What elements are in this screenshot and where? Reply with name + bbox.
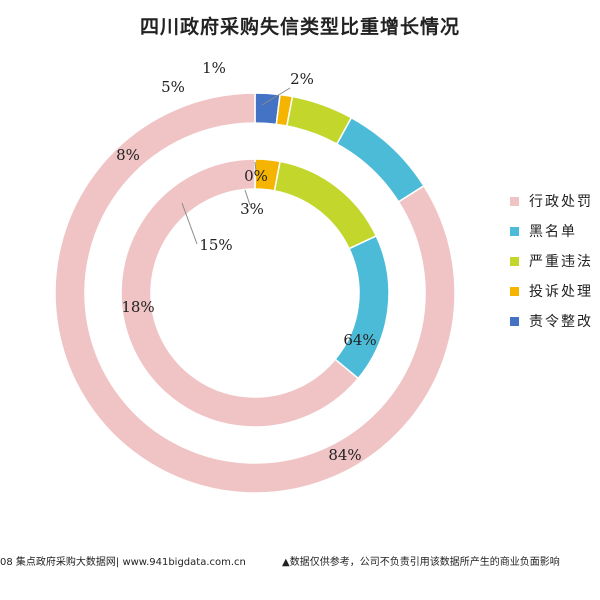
legend-item: 投诉处理 — [510, 282, 600, 300]
legend-swatch — [510, 196, 519, 206]
legend: 行政处罚 黑名单 严重违法 投诉处理 责令整改 — [510, 192, 600, 342]
legend-swatch — [510, 316, 519, 326]
inner-slice-2 — [273, 160, 378, 250]
outer-data-label: 1% — [202, 59, 226, 77]
chart-title: 四川政府采购失信类型比重增长情况 — [139, 16, 460, 38]
inner-slice-0 — [120, 158, 360, 428]
inner-data-label: 64% — [343, 331, 376, 349]
outer-data-label: 8% — [116, 146, 140, 164]
legend-label: 投诉处理 — [529, 284, 593, 300]
inner-data-label: 3% — [240, 200, 264, 218]
legend-label: 行政处罚 — [529, 194, 593, 210]
inner-data-label: 0% — [244, 167, 268, 185]
legend-item: 责令整改 — [510, 312, 600, 330]
legend-label: 黑名单 — [529, 224, 577, 240]
outer-data-label: 2% — [290, 70, 314, 88]
footer-source: 08 集点政府采购大数据网| www.941bigdata.com.cn — [0, 557, 246, 568]
outer-leader-line — [261, 87, 291, 106]
inner-leader-line — [244, 189, 251, 206]
outer-slice-0 — [54, 92, 456, 494]
legend-swatch — [510, 286, 519, 296]
outer-data-label: 5% — [161, 78, 185, 96]
legend-swatch — [510, 256, 519, 266]
legend-label: 严重违法 — [529, 254, 593, 270]
outer-data-label: 84% — [328, 446, 361, 464]
inner-leader-line — [181, 202, 198, 245]
inner-data-label: 18% — [121, 298, 154, 316]
legend-swatch — [510, 226, 519, 236]
legend-item: 行政处罚 — [510, 192, 600, 210]
inner-slice-1 — [334, 234, 390, 380]
outer-slice-1 — [335, 116, 425, 203]
legend-item: 严重违法 — [510, 252, 600, 270]
legend-label: 责令整改 — [529, 314, 593, 330]
inner-leader-line — [254, 161, 257, 173]
legend-item: 黑名单 — [510, 222, 600, 240]
footer-disclaimer: ▲数据仅供参考，公司不负责引用该数据所产生的商业负面影响 — [282, 557, 560, 568]
inner-data-label: 15% — [199, 236, 232, 254]
footer: 08 集点政府采购大数据网| www.941bigdata.com.cn ▲数据… — [0, 553, 600, 569]
